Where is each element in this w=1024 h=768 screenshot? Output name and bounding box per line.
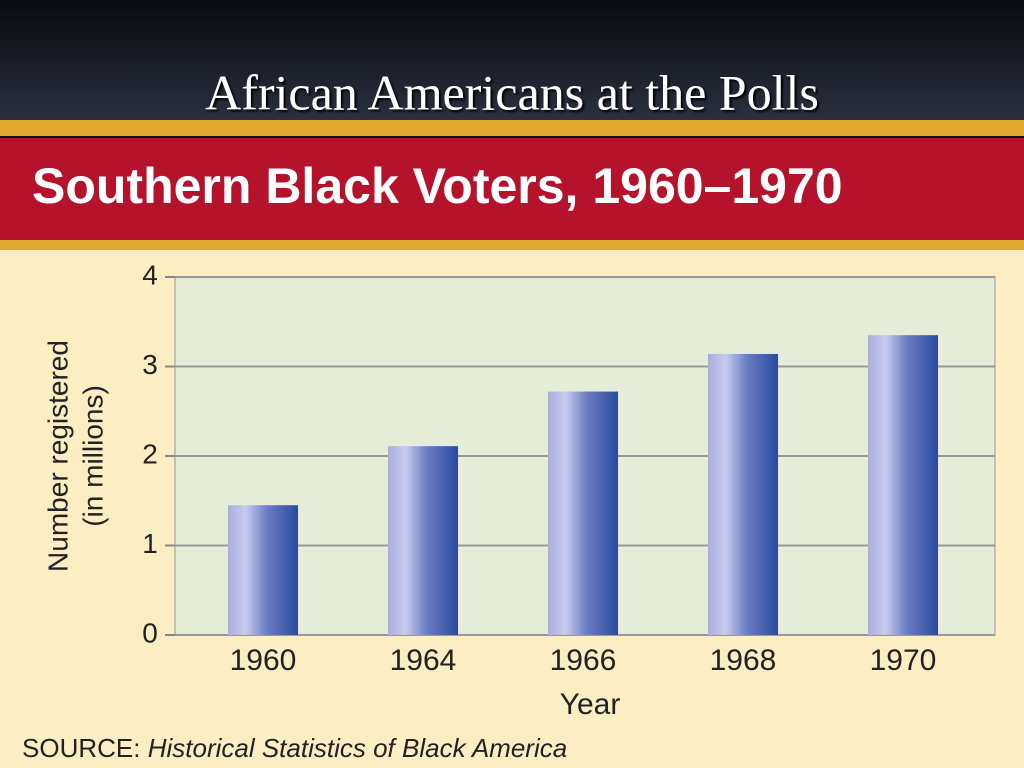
x-tick-label: 1966	[550, 644, 617, 677]
bar	[868, 335, 938, 635]
x-tick-label: 1960	[230, 644, 297, 677]
x-tick-label: 1964	[390, 644, 457, 677]
chart-title: Southern Black Voters, 1960–1970	[32, 158, 843, 214]
y-tick-label: 3	[142, 349, 158, 380]
y-axis-label: Number registered	[42, 340, 73, 572]
x-tick-label: 1968	[710, 644, 777, 677]
source-label: SOURCE:	[22, 733, 140, 763]
header-bg	[0, 0, 1024, 125]
x-tick-label: 1970	[870, 644, 937, 677]
source-text: Historical Statistics of Black America	[148, 733, 567, 763]
y-axis-label: (in millions)	[77, 385, 108, 527]
gold-band	[0, 240, 1024, 250]
x-axis-label: Year	[560, 688, 621, 721]
bar	[548, 391, 618, 635]
y-tick-label: 0	[142, 617, 158, 648]
source-label: SOURCE: Historical Statistics of Black A…	[22, 733, 567, 763]
y-tick-label: 4	[142, 259, 158, 290]
red-band	[0, 138, 1024, 240]
y-tick-label: 2	[142, 438, 158, 469]
bar	[388, 446, 458, 635]
gold-band	[0, 120, 1024, 136]
y-tick-label: 1	[142, 528, 158, 559]
slide-title: African Americans at the Polls	[205, 64, 819, 120]
bar	[708, 353, 778, 635]
bar	[228, 505, 298, 635]
